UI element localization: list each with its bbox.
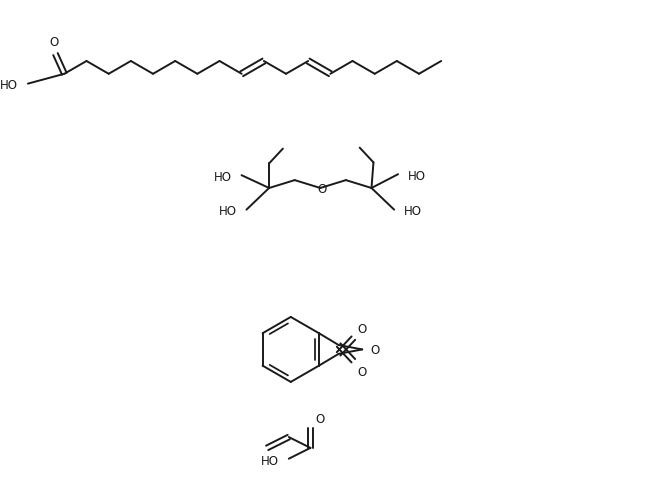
Text: O: O	[358, 323, 367, 336]
Text: HO: HO	[408, 169, 426, 182]
Text: HO: HO	[218, 205, 237, 218]
Text: O: O	[370, 343, 379, 356]
Text: O: O	[316, 412, 325, 425]
Text: HO: HO	[214, 170, 232, 183]
Text: HO: HO	[261, 454, 279, 467]
Text: HO: HO	[0, 79, 18, 92]
Text: HO: HO	[404, 205, 422, 218]
Text: O: O	[358, 365, 367, 378]
Text: O: O	[49, 36, 58, 49]
Text: O: O	[318, 183, 327, 196]
